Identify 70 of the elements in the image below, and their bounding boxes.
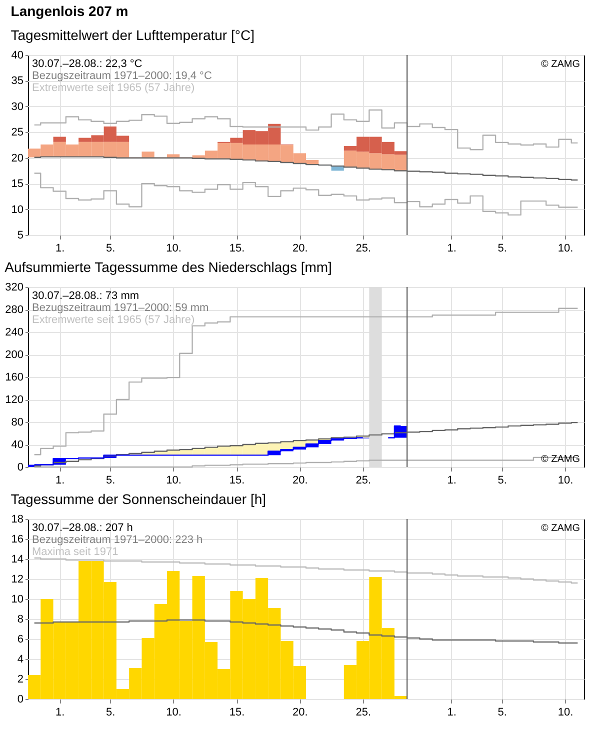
annotation: Bezugszeitraum 1971–2000: 59 mm: [32, 302, 209, 314]
x-tick-label: 5.: [498, 242, 507, 254]
annotation: Maxima seit 1971: [32, 546, 118, 558]
x-tick-label: 10.: [558, 242, 574, 254]
y-tick-label: 0: [17, 694, 24, 706]
annotation: Extremwerte seit 1965 (57 Jahre): [32, 314, 195, 326]
y-tick-label: 25: [11, 126, 24, 139]
y-tick-label: 35: [11, 75, 24, 88]
x-tick-label: 10.: [166, 474, 182, 486]
y-tick-label: 18: [11, 514, 24, 526]
chart-title: Tagessumme der Sonnenscheindauer [h]: [10, 491, 266, 507]
x-tick-label: 20.: [292, 706, 308, 718]
x-tick-label: 1.: [447, 706, 456, 718]
y-tick-label: 10: [11, 594, 24, 606]
x-tick-label: 1.: [55, 242, 65, 254]
y-tick-label: 14: [11, 554, 24, 566]
y-tick-label: 15: [11, 178, 24, 190]
x-tick-label: 1.: [447, 242, 456, 254]
x-tick-label: 5.: [106, 242, 116, 254]
chart-subtitle: Tagesmittelwert der Lufttemperatur [°C]: [10, 27, 254, 43]
y-tick-label: 12: [11, 574, 24, 586]
x-tick-label: 5.: [498, 706, 507, 718]
y-tick-label: 4: [17, 654, 24, 666]
y-tick-label: 200: [5, 349, 24, 361]
x-tick-label: 10.: [558, 474, 574, 486]
x-tick-label: 15.: [229, 242, 245, 254]
y-tick-label: 5: [17, 230, 24, 242]
annotation: Bezugszeitraum 1971–2000: 19,4 °C: [32, 70, 212, 82]
x-tick-label: 20.: [292, 474, 308, 486]
x-tick-label: 10.: [558, 706, 574, 718]
annotation: Bezugszeitraum 1971–2000: 223 h: [32, 534, 203, 546]
chart-title: Aufsummierte Tagessumme des Niederschlags [mm]: [4, 259, 332, 275]
x-tick-label: 15.: [229, 706, 245, 718]
y-tick-label: 16: [11, 534, 24, 546]
y-tick-label: 240: [5, 326, 24, 338]
x-tick-label: 10.: [166, 242, 182, 254]
annotation: © ZAMG: [540, 59, 580, 70]
y-tick-label: 320: [5, 282, 24, 294]
y-tick-label: 280: [5, 304, 24, 316]
x-tick-label: 20.: [292, 242, 308, 254]
annotation: © ZAMG: [540, 523, 580, 534]
y-tick-label: 0: [17, 462, 24, 474]
x-tick-label: 5.: [106, 474, 116, 486]
y-tick-label: 8: [17, 614, 24, 626]
y-tick-label: 40: [11, 50, 24, 62]
annotation: 30.07.–28.08.: 207 h: [32, 522, 133, 534]
annotation: 30.07.–28.08.: 22,3 °C: [32, 58, 142, 70]
chart-title: Langenlois 207 m: [10, 3, 128, 19]
y-tick-label: 10: [11, 204, 24, 216]
x-tick-label: 25.: [356, 474, 372, 486]
y-tick-label: 40: [11, 439, 24, 451]
annotation: © ZAMG: [540, 454, 580, 465]
y-tick-label: 30: [11, 100, 24, 113]
x-tick-label: 5.: [106, 706, 116, 718]
x-tick-label: 25.: [356, 242, 372, 254]
annotation: 30.07.–28.08.: 73 mm: [32, 290, 140, 302]
y-tick-label: 160: [5, 372, 24, 384]
y-tick-label: 120: [5, 394, 24, 406]
annotation: Extremwerte seit 1965 (57 Jahre): [32, 82, 195, 94]
y-tick-label: 2: [17, 674, 24, 686]
x-tick-label: 10.: [166, 706, 182, 718]
y-tick-label: 20: [11, 152, 24, 164]
x-tick-label: 15.: [229, 474, 245, 486]
x-tick-label: 1.: [55, 706, 65, 718]
y-tick-label: 80: [11, 416, 24, 428]
x-tick-label: 1.: [55, 474, 65, 486]
x-tick-label: 25.: [356, 706, 372, 718]
x-tick-label: 5.: [498, 474, 507, 486]
x-tick-label: 1.: [447, 474, 456, 486]
y-tick-label: 6: [17, 634, 24, 646]
